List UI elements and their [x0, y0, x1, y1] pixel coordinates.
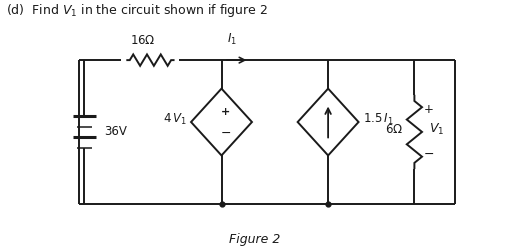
Text: $V_1$: $V_1$: [429, 122, 444, 137]
Text: −: −: [220, 127, 231, 140]
Text: $1.5\,I_1$: $1.5\,I_1$: [362, 112, 393, 127]
Text: +: +: [221, 107, 230, 117]
Text: Figure 2: Figure 2: [229, 233, 280, 246]
Text: 36V: 36V: [104, 125, 127, 138]
Text: $I_1$: $I_1$: [227, 31, 237, 47]
Text: $4\,V_1$: $4\,V_1$: [163, 112, 187, 127]
Text: $16\Omega$: $16\Omega$: [130, 34, 156, 47]
Text: +: +: [423, 103, 433, 116]
Text: $6\Omega$: $6\Omega$: [385, 123, 403, 136]
Text: (d)  Find $V_1$ in the circuit shown if figure 2: (d) Find $V_1$ in the circuit shown if f…: [6, 2, 268, 19]
Text: −: −: [423, 148, 434, 161]
